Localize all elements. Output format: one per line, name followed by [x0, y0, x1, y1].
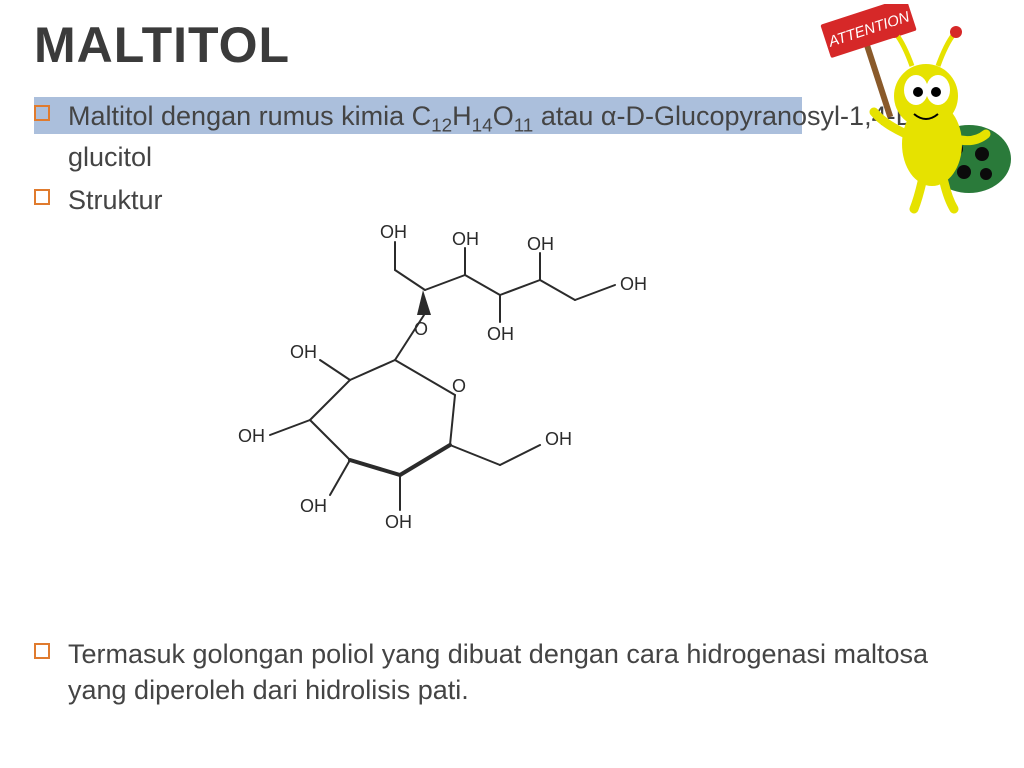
- oh-label: OH: [545, 429, 572, 449]
- bullet-text-3: Termasuk golongan poliol yang dibuat den…: [68, 636, 964, 709]
- formula-pre: Maltitol dengan rumus kimia C: [68, 101, 431, 131]
- oh-label: OH: [452, 229, 479, 249]
- formula-sub2: 14: [472, 115, 493, 136]
- formula-sub1: 12: [431, 115, 452, 136]
- o-label: O: [452, 376, 466, 396]
- oh-label: OH: [380, 222, 407, 242]
- formula-m2: O: [493, 101, 514, 131]
- oh-label: OH: [290, 342, 317, 362]
- formula-m1: H: [452, 101, 472, 131]
- oh-label: OH: [300, 496, 327, 516]
- formula-sub3: 11: [514, 115, 534, 136]
- chemical-structure: OH OH OH OH OH OH OH OH OH OH O O: [200, 220, 660, 550]
- oh-label: OH: [527, 234, 554, 254]
- bullet-item-3: Termasuk golongan poliol yang dibuat den…: [34, 636, 964, 709]
- o-label: O: [414, 319, 428, 339]
- oh-label: OH: [487, 324, 514, 344]
- bullet-marker: [34, 643, 50, 659]
- oh-label: OH: [238, 426, 265, 446]
- mascot-bug: ATTENTION: [814, 4, 1024, 214]
- oh-label: OH: [385, 512, 412, 532]
- bullet-marker: [34, 189, 50, 205]
- page-title: MALTITOL: [34, 16, 290, 74]
- bullet-text-2: Struktur: [68, 182, 163, 218]
- oh-label: OH: [620, 274, 647, 294]
- bullet-marker: [34, 105, 50, 121]
